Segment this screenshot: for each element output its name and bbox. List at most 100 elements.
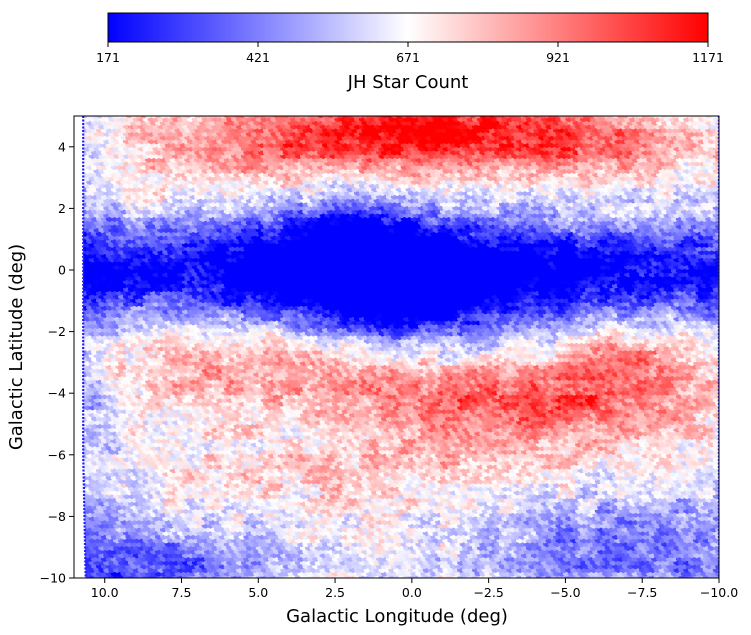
- heatmap-cell: [64, 536, 72, 543]
- heatmap-cell: [71, 466, 79, 473]
- heatmap-cell: [531, 580, 539, 587]
- heatmap-cell: [462, 580, 470, 587]
- heatmap-cell: [720, 473, 728, 480]
- heatmap-cell: [69, 470, 77, 477]
- heatmap-cell: [138, 580, 146, 587]
- heatmap-cell: [216, 580, 224, 587]
- heatmap-cell: [74, 507, 82, 514]
- heatmap-cell: [516, 580, 524, 587]
- heatmap-cells: [64, 116, 728, 587]
- heatmap-cell: [369, 580, 377, 587]
- heatmap-cell: [79, 580, 87, 587]
- heatmap-cell: [678, 580, 686, 587]
- heatmap-cell: [71, 495, 79, 502]
- heatmap-cell: [74, 470, 82, 477]
- heatmap-cell: [71, 488, 79, 495]
- heatmap-cell: [83, 569, 84, 577]
- heatmap-cell: [443, 580, 451, 587]
- heatmap-cell: [69, 492, 77, 499]
- heatmap-cell: [457, 580, 465, 587]
- heatmap-cell: [69, 462, 77, 469]
- heatmap-cell: [226, 580, 234, 587]
- heatmap-cell: [720, 525, 728, 532]
- heatmap-cell: [447, 580, 455, 587]
- heatmap-cell: [67, 466, 75, 473]
- heatmap-cell: [659, 580, 667, 587]
- heatmap-cell: [71, 569, 79, 576]
- heatmap-cell: [349, 580, 357, 587]
- heatmap-cell: [67, 540, 75, 547]
- colorbar-tick-label: 921: [546, 50, 570, 65]
- heatmap-cell: [720, 518, 728, 525]
- heatmap-cell: [526, 580, 534, 587]
- heatmap-cell: [720, 503, 728, 510]
- heatmap-cell: [521, 580, 529, 587]
- heatmap-cell: [236, 580, 244, 587]
- heatmap-cell: [71, 540, 79, 547]
- heatmap-cell: [71, 444, 79, 451]
- heatmap-cell: [344, 580, 352, 587]
- heatmap-cell: [595, 580, 603, 587]
- heatmap-cell: [74, 447, 82, 454]
- heatmap-cell: [69, 580, 77, 587]
- heatmap-cell: [123, 580, 131, 587]
- heatmap-cell: [67, 518, 75, 525]
- heatmap-cell: [64, 551, 72, 558]
- heatmap-cell: [202, 580, 210, 587]
- heatmap-cell: [162, 580, 170, 587]
- heatmap-cell: [69, 543, 77, 550]
- heatmap-cell: [315, 580, 323, 587]
- heatmap-cell: [615, 580, 623, 587]
- heatmap-cell: [71, 503, 79, 510]
- heatmap-cell: [69, 484, 77, 491]
- heatmap-cell: [71, 547, 79, 554]
- heatmap-cell: [64, 543, 72, 550]
- heatmap-cell: [69, 455, 77, 462]
- heatmap-cell: [619, 580, 627, 587]
- heatmap-cell: [720, 495, 728, 502]
- heatmap-cell: [423, 580, 431, 587]
- heatmap-cell: [683, 580, 691, 587]
- heatmap-cell: [221, 580, 229, 587]
- heatmap-cell: [64, 492, 72, 499]
- heatmap-cell: [69, 551, 77, 558]
- heatmap-cell: [71, 525, 79, 532]
- heatmap-cell: [74, 529, 82, 536]
- heatmap-cell: [720, 562, 728, 569]
- colorbar-tick-label: 1171: [692, 50, 724, 65]
- heatmap-cell: [69, 573, 77, 580]
- heatmap-cell: [720, 466, 728, 473]
- heatmap-cell: [506, 580, 514, 587]
- heatmap-cell: [67, 458, 75, 465]
- colorbar: 171 421 671 921 1171 JH Star Count: [96, 12, 724, 93]
- heatmap-cell: [69, 558, 77, 565]
- heatmap-cell: [64, 558, 72, 565]
- heatmap-cell: [74, 573, 82, 580]
- heatmap-cell: [157, 580, 165, 587]
- heatmap-cell: [359, 580, 367, 587]
- heatmap-cell: [71, 473, 79, 480]
- heatmap-cell: [720, 458, 728, 465]
- heatmap-cell: [69, 529, 77, 536]
- heatmap-cell: [192, 580, 200, 587]
- heatmap-cell: [74, 492, 82, 499]
- heatmap-cell: [720, 540, 728, 547]
- heatmap-cell: [83, 561, 84, 570]
- heatmap-cell: [71, 532, 79, 539]
- colorbar-tick-label: 421: [246, 50, 270, 65]
- heatmap-cell: [67, 569, 75, 576]
- heatmap-cell: [74, 514, 82, 521]
- heatmap-cell: [64, 484, 72, 491]
- heatmap-cell: [310, 580, 318, 587]
- heatmap-cell: [69, 566, 77, 573]
- heatmap-cell: [720, 569, 728, 576]
- heatmap-cell: [148, 580, 156, 587]
- heatmap-cell: [67, 488, 75, 495]
- heatmap-cell: [83, 495, 84, 503]
- heatmap-cell: [67, 562, 75, 569]
- plot-area: 10.0 7.5 5.0 2.5 0.0 −2.5 −5.0 −7.5 −10.0 420−2−…: [6, 115, 738, 627]
- heatmap-cell: [71, 481, 79, 488]
- heatmap-cell: [133, 580, 141, 587]
- heatmap-cell: [720, 488, 728, 495]
